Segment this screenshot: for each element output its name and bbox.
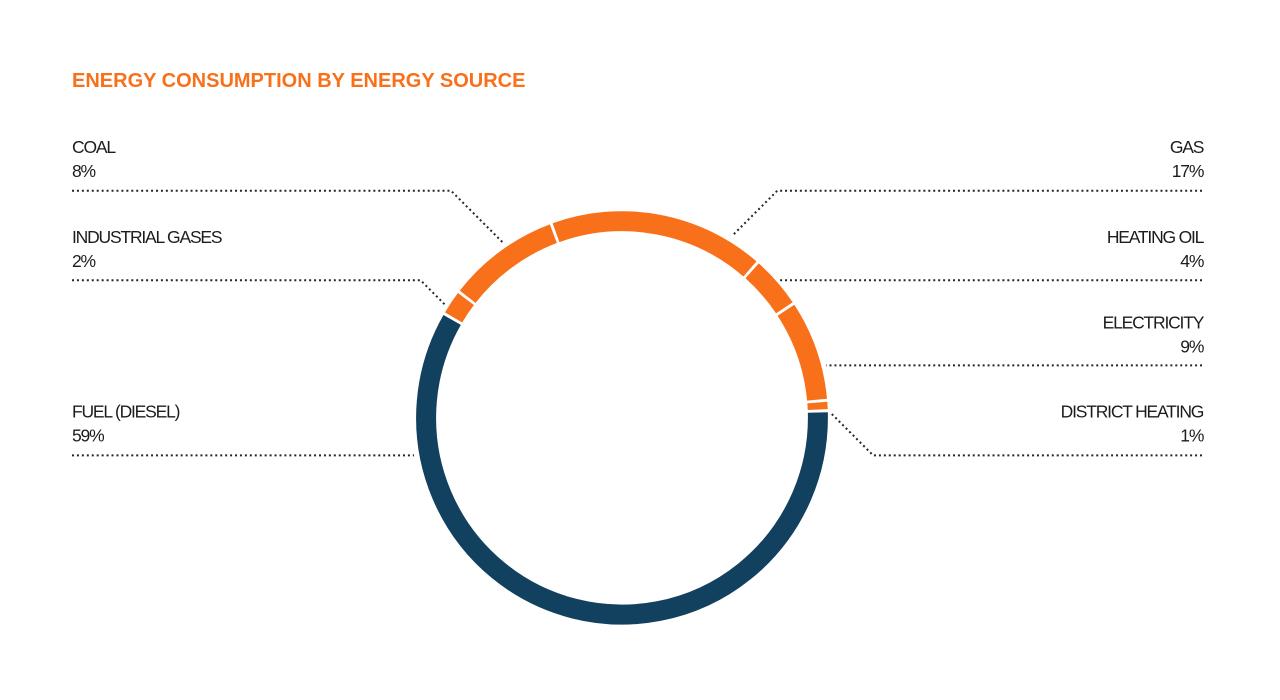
svg-text:1%: 1% [1180,426,1204,446]
svg-text:59%: 59% [72,426,104,446]
svg-text:17%: 17% [1172,161,1204,181]
svg-text:9%: 9% [1180,336,1204,356]
svg-text:8%: 8% [72,161,96,181]
svg-text:2%: 2% [72,251,96,271]
svg-text:ENERGY CONSUMPTION BY ENERGY S: ENERGY CONSUMPTION BY ENERGY SOURCE [72,70,525,92]
svg-text:COAL: COAL [72,137,116,157]
svg-text:HEATING OIL: HEATING OIL [1107,227,1205,247]
svg-text:INDUSTRIAL GASES: INDUSTRIAL GASES [72,227,222,247]
svg-text:FUEL (DIESEL): FUEL (DIESEL) [72,402,180,422]
svg-text:4%: 4% [1180,251,1204,271]
svg-text:ELECTRICITY: ELECTRICITY [1103,312,1205,332]
svg-text:DISTRICT HEATING: DISTRICT HEATING [1061,402,1204,422]
svg-text:GAS: GAS [1170,137,1204,157]
